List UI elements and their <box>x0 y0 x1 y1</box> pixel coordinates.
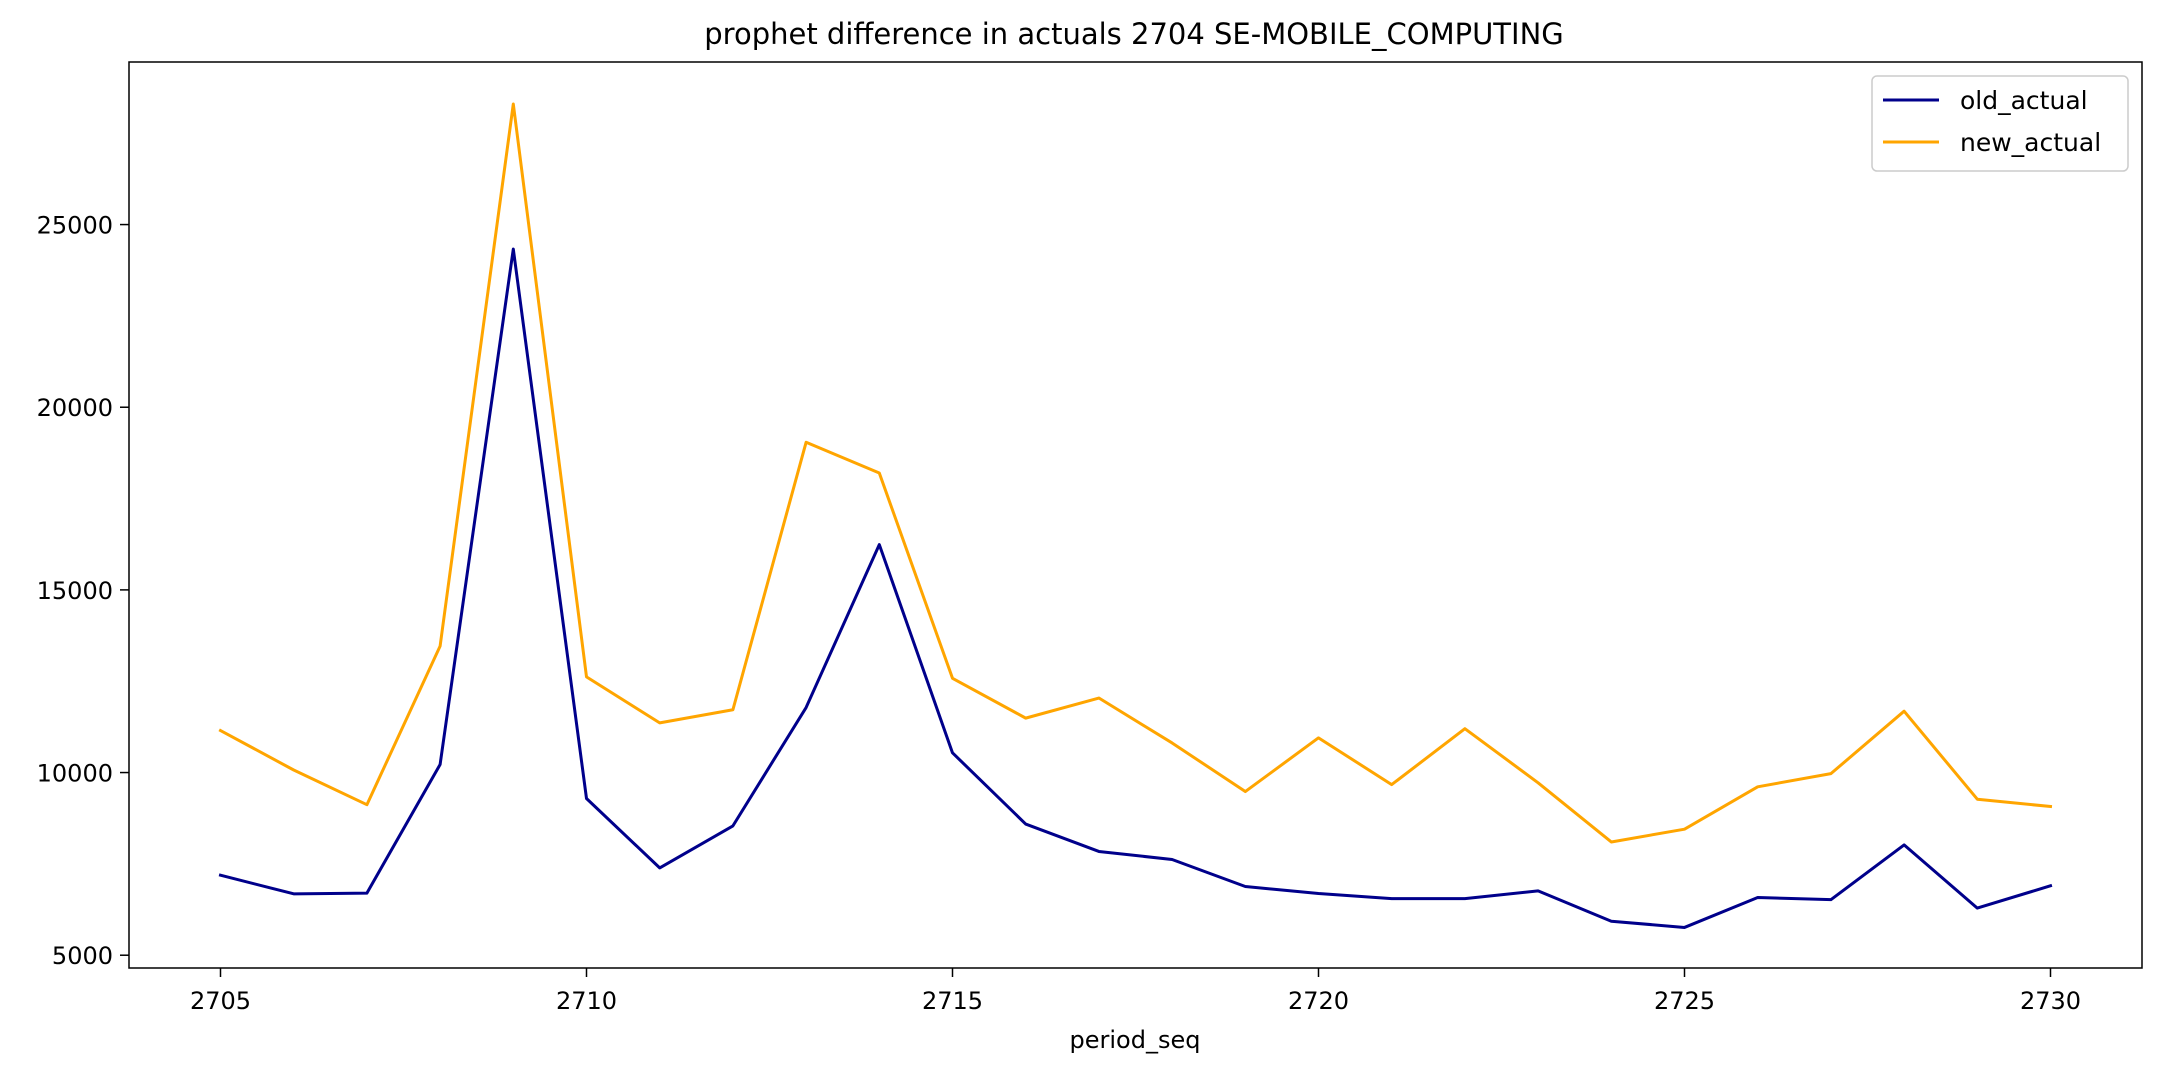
series-line-old-actual <box>218 247 2053 929</box>
x-axis-label: period_seq <box>1070 1026 1201 1054</box>
x-tick-label: 2705 <box>190 987 251 1015</box>
y-axis-ticks: 5000 10000 15000 20000 25000 <box>37 212 129 970</box>
x-tick-label: 2725 <box>1654 987 1715 1015</box>
plot-frame <box>128 61 2143 969</box>
series-layer <box>218 102 2053 929</box>
y-tick-label: 5000 <box>52 942 113 970</box>
x-tick-label: 2730 <box>2020 987 2081 1015</box>
legend-label-new-actual: new_actual <box>1960 128 2101 157</box>
x-tick-label: 2715 <box>922 987 983 1015</box>
y-tick-label: 15000 <box>37 577 113 605</box>
legend-label-old-actual: old_actual <box>1960 86 2088 115</box>
y-tick-label: 20000 <box>37 394 113 422</box>
y-tick-label: 10000 <box>37 760 113 788</box>
series-line-new-actual <box>218 102 2053 844</box>
x-tick-label: 2720 <box>1288 987 1349 1015</box>
x-axis-ticks: 2705 2710 2715 2720 2725 2730 <box>190 968 2081 1015</box>
chart-title: prophet difference in actuals 2704 SE-MO… <box>704 17 1563 51</box>
x-tick-label: 2710 <box>556 987 617 1015</box>
y-tick-label: 25000 <box>37 212 113 240</box>
legend: old_actual new_actual <box>1871 75 2129 172</box>
